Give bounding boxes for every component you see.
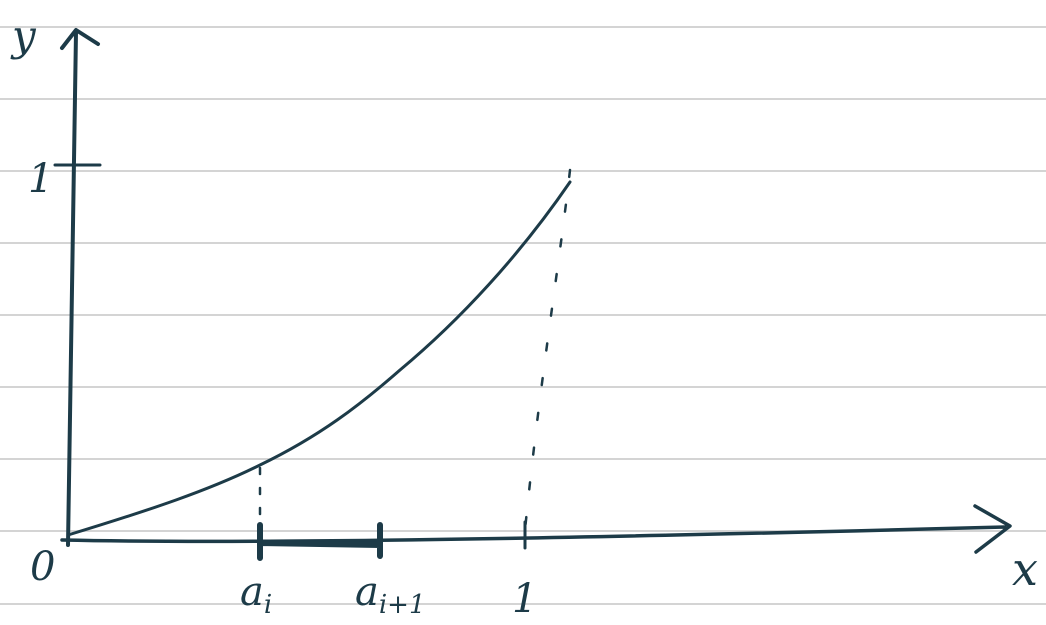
origin-label: 0 xyxy=(30,544,55,590)
x-mark-label: ai xyxy=(240,569,272,620)
y-label: y xyxy=(10,11,37,60)
y-axis xyxy=(62,30,98,545)
x-mark-label: ai+1 xyxy=(355,569,426,620)
dashed-guide xyxy=(525,170,570,530)
x-mark-label: 1 xyxy=(512,576,537,622)
paper-lines xyxy=(0,27,1046,604)
label-sub: i+1 xyxy=(379,590,426,620)
y-tick-label: 1 xyxy=(28,156,53,202)
x-axis xyxy=(62,506,1010,552)
x-label: x xyxy=(1012,542,1038,596)
label-base: a xyxy=(355,569,379,615)
label-base: a xyxy=(240,569,264,615)
curve xyxy=(68,182,570,535)
label-sub: i xyxy=(264,590,272,620)
sketch: y x 1 0 ai ai+1 1 xyxy=(0,0,1046,625)
